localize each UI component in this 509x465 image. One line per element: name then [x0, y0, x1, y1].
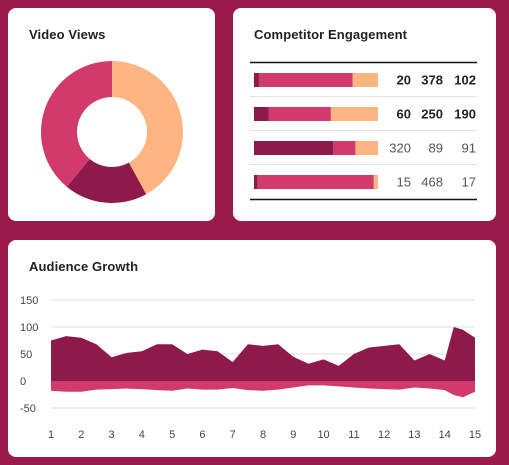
audience-growth-title: Audience Growth — [29, 259, 139, 274]
y-tick-label: -50 — [20, 403, 36, 415]
x-tick-label: 13 — [408, 429, 420, 441]
x-tick-label: 8 — [260, 429, 266, 441]
value-label: 15 — [397, 175, 411, 190]
x-tick-label: 4 — [139, 429, 145, 441]
value-label: 91 — [462, 141, 476, 156]
donut-slice-0 — [112, 61, 184, 195]
x-tick-label: 2 — [78, 429, 84, 441]
video-views-card: Video Views — [8, 8, 215, 221]
y-tick-label: 100 — [20, 322, 38, 334]
bar-segment-1 — [333, 141, 356, 155]
bar-segment-0 — [254, 73, 259, 87]
bar-segment-1 — [268, 107, 331, 121]
video-views-donut-chart — [40, 60, 184, 203]
audience-growth-card: Audience Growth 150 100 50 0 -50 1 2 3 4 5 6 7 8 9 10 1… — [8, 240, 496, 457]
value-label: 102 — [454, 73, 476, 88]
positive-area-series — [51, 327, 475, 381]
y-tick-label: 150 — [20, 295, 38, 307]
x-tick-label: 3 — [109, 429, 115, 441]
negative-area-series — [51, 381, 475, 398]
x-tick-label: 11 — [348, 429, 359, 441]
competitor-engagement-chart: 20 378 102 60 250 190 320 89 91 15 468 17 — [250, 61, 477, 201]
value-label: 20 — [397, 73, 411, 88]
engagement-row-1: 60 250 190 — [254, 107, 476, 122]
bar-segment-1 — [258, 73, 353, 87]
donut-slice-2 — [40, 60, 112, 187]
video-views-title: Video Views — [29, 27, 106, 42]
value-label: 378 — [421, 73, 443, 88]
bar-segment-2 — [352, 73, 378, 87]
engagement-row-0: 20 378 102 — [254, 73, 476, 88]
value-label: 250 — [421, 107, 443, 122]
engagement-row-3: 15 468 17 — [254, 175, 476, 190]
bar-segment-1 — [257, 175, 374, 189]
engagement-row-2: 320 89 91 — [254, 141, 476, 156]
x-tick-label: 5 — [169, 429, 175, 441]
x-tick-label: 15 — [469, 429, 481, 441]
value-label: 190 — [454, 107, 476, 122]
x-tick-label: 14 — [439, 429, 451, 441]
x-tick-label: 10 — [317, 429, 329, 441]
y-tick-label: 0 — [20, 376, 26, 388]
x-tick-label: 12 — [378, 429, 390, 441]
x-tick-label: 7 — [230, 429, 236, 441]
y-tick-label: 50 — [20, 349, 32, 361]
bar-segment-2 — [330, 107, 378, 121]
donut-slice-1 — [66, 158, 147, 203]
value-label: 320 — [389, 141, 411, 156]
bar-segment-2 — [355, 141, 378, 155]
x-tick-label: 1 — [48, 429, 54, 441]
x-tick-label: 9 — [290, 429, 296, 441]
competitor-engagement-title: Competitor Engagement — [254, 27, 408, 42]
bar-segment-2 — [373, 175, 378, 189]
value-label: 17 — [462, 175, 476, 190]
value-label: 60 — [397, 107, 411, 122]
bar-segment-0 — [254, 107, 269, 121]
bar-segment-0 — [254, 175, 258, 189]
competitor-engagement-card: Competitor Engagement 20 378 102 60 250 190 32… — [233, 8, 496, 221]
value-label: 468 — [421, 175, 443, 190]
x-tick-label: 6 — [199, 429, 205, 441]
value-label: 89 — [429, 141, 443, 156]
bar-segment-0 — [254, 141, 334, 155]
